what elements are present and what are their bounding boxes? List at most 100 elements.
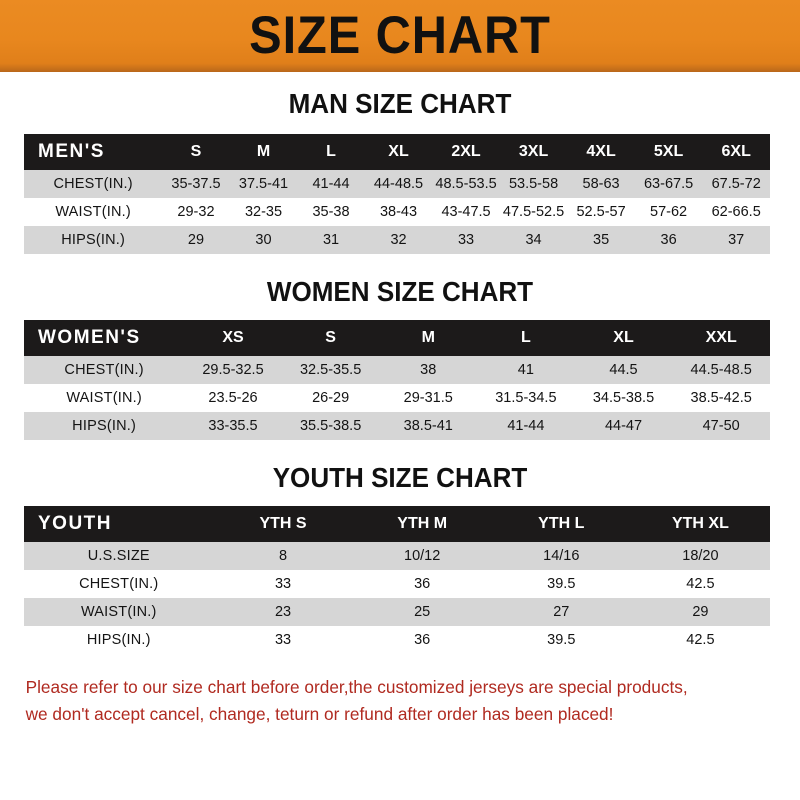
women-row-label: CHEST(IN.) bbox=[64, 362, 144, 378]
youth-table-row: WAIST(IN.) 23 25 27 29 bbox=[24, 598, 770, 626]
women-header-row: WOMEN'S XS S M L XL XXL bbox=[24, 320, 770, 356]
man-cell: 29 bbox=[187, 232, 205, 248]
women-chart-wrapper: WOMEN'S XS S M L XL XXL CHEST(IN.) 29.5-32.5 32.… bbox=[0, 320, 800, 440]
man-row-label: CHEST(IN.) bbox=[53, 176, 133, 192]
man-section-title: MAN SIZE CHART bbox=[288, 88, 512, 119]
youth-table-head: YOUTH YTH S YTH M YTH L YTH XL bbox=[24, 506, 770, 542]
man-table-row: HIPS(IN.) 29 30 31 32 33 34 35 36 37 bbox=[24, 226, 770, 254]
women-cell: 29-31.5 bbox=[403, 390, 453, 406]
women-cell: 41 bbox=[517, 362, 534, 378]
youth-header-size-1: YTH S bbox=[259, 515, 307, 532]
man-cell: 35-37.5 bbox=[171, 176, 221, 192]
notice-line-2: we don't accept cancel, change, teturn o… bbox=[25, 704, 614, 725]
man-header-size-5: 2XL bbox=[451, 143, 481, 160]
man-table-head: MEN'S S M L XL 2XL 3XL 4XL 5XL 6XL bbox=[24, 134, 770, 170]
youth-cell: 42.5 bbox=[686, 576, 715, 592]
women-cell: 47-50 bbox=[702, 418, 740, 434]
page-banner: SIZE CHART bbox=[0, 0, 800, 72]
youth-cell: 42.5 bbox=[686, 632, 715, 648]
youth-header-size-3: YTH L bbox=[538, 515, 585, 532]
women-header-size-3: M bbox=[421, 329, 435, 346]
women-cell: 44-47 bbox=[604, 418, 643, 434]
women-cell: 38 bbox=[420, 362, 437, 378]
man-cell: 33 bbox=[457, 232, 475, 248]
man-header-size-2: M bbox=[256, 143, 271, 160]
youth-row-label: HIPS(IN.) bbox=[86, 632, 151, 648]
man-cell: 44-48.5 bbox=[373, 176, 424, 192]
women-table-head: WOMEN'S XS S M L XL XXL bbox=[24, 320, 770, 356]
man-cell: 36 bbox=[660, 232, 677, 248]
man-cell: 57-62 bbox=[650, 204, 688, 220]
women-cell: 35.5-38.5 bbox=[299, 418, 362, 434]
women-section-title: WOMEN SIZE CHART bbox=[266, 276, 534, 307]
man-header-row: MEN'S S M L XL 2XL 3XL 4XL 5XL 6XL bbox=[24, 134, 770, 170]
youth-cell: 29 bbox=[692, 604, 709, 620]
youth-cell: 33 bbox=[274, 632, 292, 648]
youth-size-table: YOUTH YTH S YTH M YTH L YTH XL U.S.SIZE 8 10/1… bbox=[24, 506, 770, 654]
man-cell: 32 bbox=[390, 232, 407, 248]
man-row-label: WAIST(IN.) bbox=[55, 204, 131, 220]
man-header-size-8: 5XL bbox=[653, 143, 684, 160]
man-cell: 63-67.5 bbox=[643, 176, 694, 192]
youth-cell: 8 bbox=[278, 548, 288, 564]
women-cell: 38.5-41 bbox=[403, 418, 453, 434]
man-cell: 32-35 bbox=[244, 204, 283, 220]
women-table-row: CHEST(IN.) 29.5-32.5 32.5-35.5 38 41 44.5 44.5… bbox=[24, 356, 770, 384]
women-row-label: WAIST(IN.) bbox=[66, 390, 142, 406]
women-cell: 34.5-38.5 bbox=[592, 390, 655, 406]
women-header-size-1: XS bbox=[222, 329, 244, 346]
man-cell: 48.5-53.5 bbox=[435, 176, 497, 192]
youth-cell: 25 bbox=[414, 604, 431, 620]
women-cell: 31.5-34.5 bbox=[495, 390, 557, 406]
youth-row-label: WAIST(IN.) bbox=[80, 604, 157, 620]
women-cell: 23.5-26 bbox=[208, 390, 258, 406]
women-cell: 41-44 bbox=[507, 418, 545, 434]
youth-cell: 10/12 bbox=[404, 548, 441, 564]
man-cell: 37 bbox=[728, 232, 745, 248]
man-cell: 53.5-58 bbox=[508, 176, 559, 192]
man-cell: 52.5-57 bbox=[576, 204, 626, 220]
women-table-row: HIPS(IN.) 33-35.5 35.5-38.5 38.5-41 41-44 44-… bbox=[24, 412, 770, 440]
man-cell: 35-38 bbox=[312, 204, 350, 220]
youth-cell: 23 bbox=[274, 604, 292, 620]
women-header-size-4: L bbox=[520, 329, 531, 346]
youth-cell: 33 bbox=[274, 576, 292, 592]
man-cell: 47.5-52.5 bbox=[502, 204, 565, 220]
youth-row-label: CHEST(IN.) bbox=[79, 576, 159, 592]
man-cell: 35 bbox=[593, 232, 610, 248]
women-size-table: WOMEN'S XS S M L XL XXL CHEST(IN.) 29.5-32.5 32.… bbox=[24, 320, 770, 440]
youth-table-row: U.S.SIZE 8 10/12 14/16 18/20 bbox=[24, 542, 770, 570]
youth-table-row: HIPS(IN.) 33 36 39.5 42.5 bbox=[24, 626, 770, 654]
youth-row-label: U.S.SIZE bbox=[87, 548, 150, 564]
women-cell: 38.5-42.5 bbox=[690, 390, 752, 406]
man-cell: 62-66.5 bbox=[711, 204, 761, 220]
man-cell: 31 bbox=[322, 232, 340, 248]
man-table-row: WAIST(IN.) 29-32 32-35 35-38 38-43 43-47.5 47.… bbox=[24, 198, 770, 226]
order-policy-notice: Please refer to our size chart before or… bbox=[0, 674, 788, 728]
women-cell: 26-29 bbox=[312, 390, 350, 406]
man-header-rowlabel: MEN'S bbox=[38, 141, 105, 162]
women-row-label: HIPS(IN.) bbox=[72, 418, 137, 434]
man-table-row: CHEST(IN.) 35-37.5 37.5-41 41-44 44-48.5 48.5… bbox=[24, 170, 770, 198]
youth-section-title: YOUTH SIZE CHART bbox=[272, 462, 528, 493]
man-cell: 67.5-72 bbox=[711, 176, 761, 192]
women-cell: 44.5 bbox=[609, 362, 638, 378]
women-cell: 33-35.5 bbox=[208, 418, 258, 434]
man-header-size-4: XL bbox=[388, 143, 409, 160]
man-cell: 43-47.5 bbox=[441, 204, 491, 220]
man-size-table: MEN'S S M L XL 2XL 3XL 4XL 5XL 6XL CHEST(IN.) 35-3… bbox=[24, 134, 770, 254]
man-header-size-1: S bbox=[190, 143, 202, 160]
man-cell: 58-63 bbox=[582, 176, 620, 192]
youth-header-row: YOUTH YTH S YTH M YTH L YTH XL bbox=[24, 506, 770, 542]
youth-chart-wrapper: YOUTH YTH S YTH M YTH L YTH XL U.S.SIZE 8 10/1… bbox=[0, 506, 800, 654]
man-header-size-3: L bbox=[326, 143, 336, 160]
youth-header-size-2: YTH M bbox=[397, 515, 448, 532]
man-header-size-6: 3XL bbox=[518, 143, 549, 160]
man-cell: 34 bbox=[525, 232, 542, 248]
notice-line-1: Please refer to our size chart before or… bbox=[25, 677, 688, 697]
page-title: SIZE CHART bbox=[249, 5, 551, 65]
youth-table-row: CHEST(IN.) 33 36 39.5 42.5 bbox=[24, 570, 770, 598]
youth-cell: 36 bbox=[414, 632, 431, 648]
youth-cell: 14/16 bbox=[543, 548, 580, 564]
women-table-row: WAIST(IN.) 23.5-26 26-29 29-31.5 31.5-34.5 34… bbox=[24, 384, 770, 412]
